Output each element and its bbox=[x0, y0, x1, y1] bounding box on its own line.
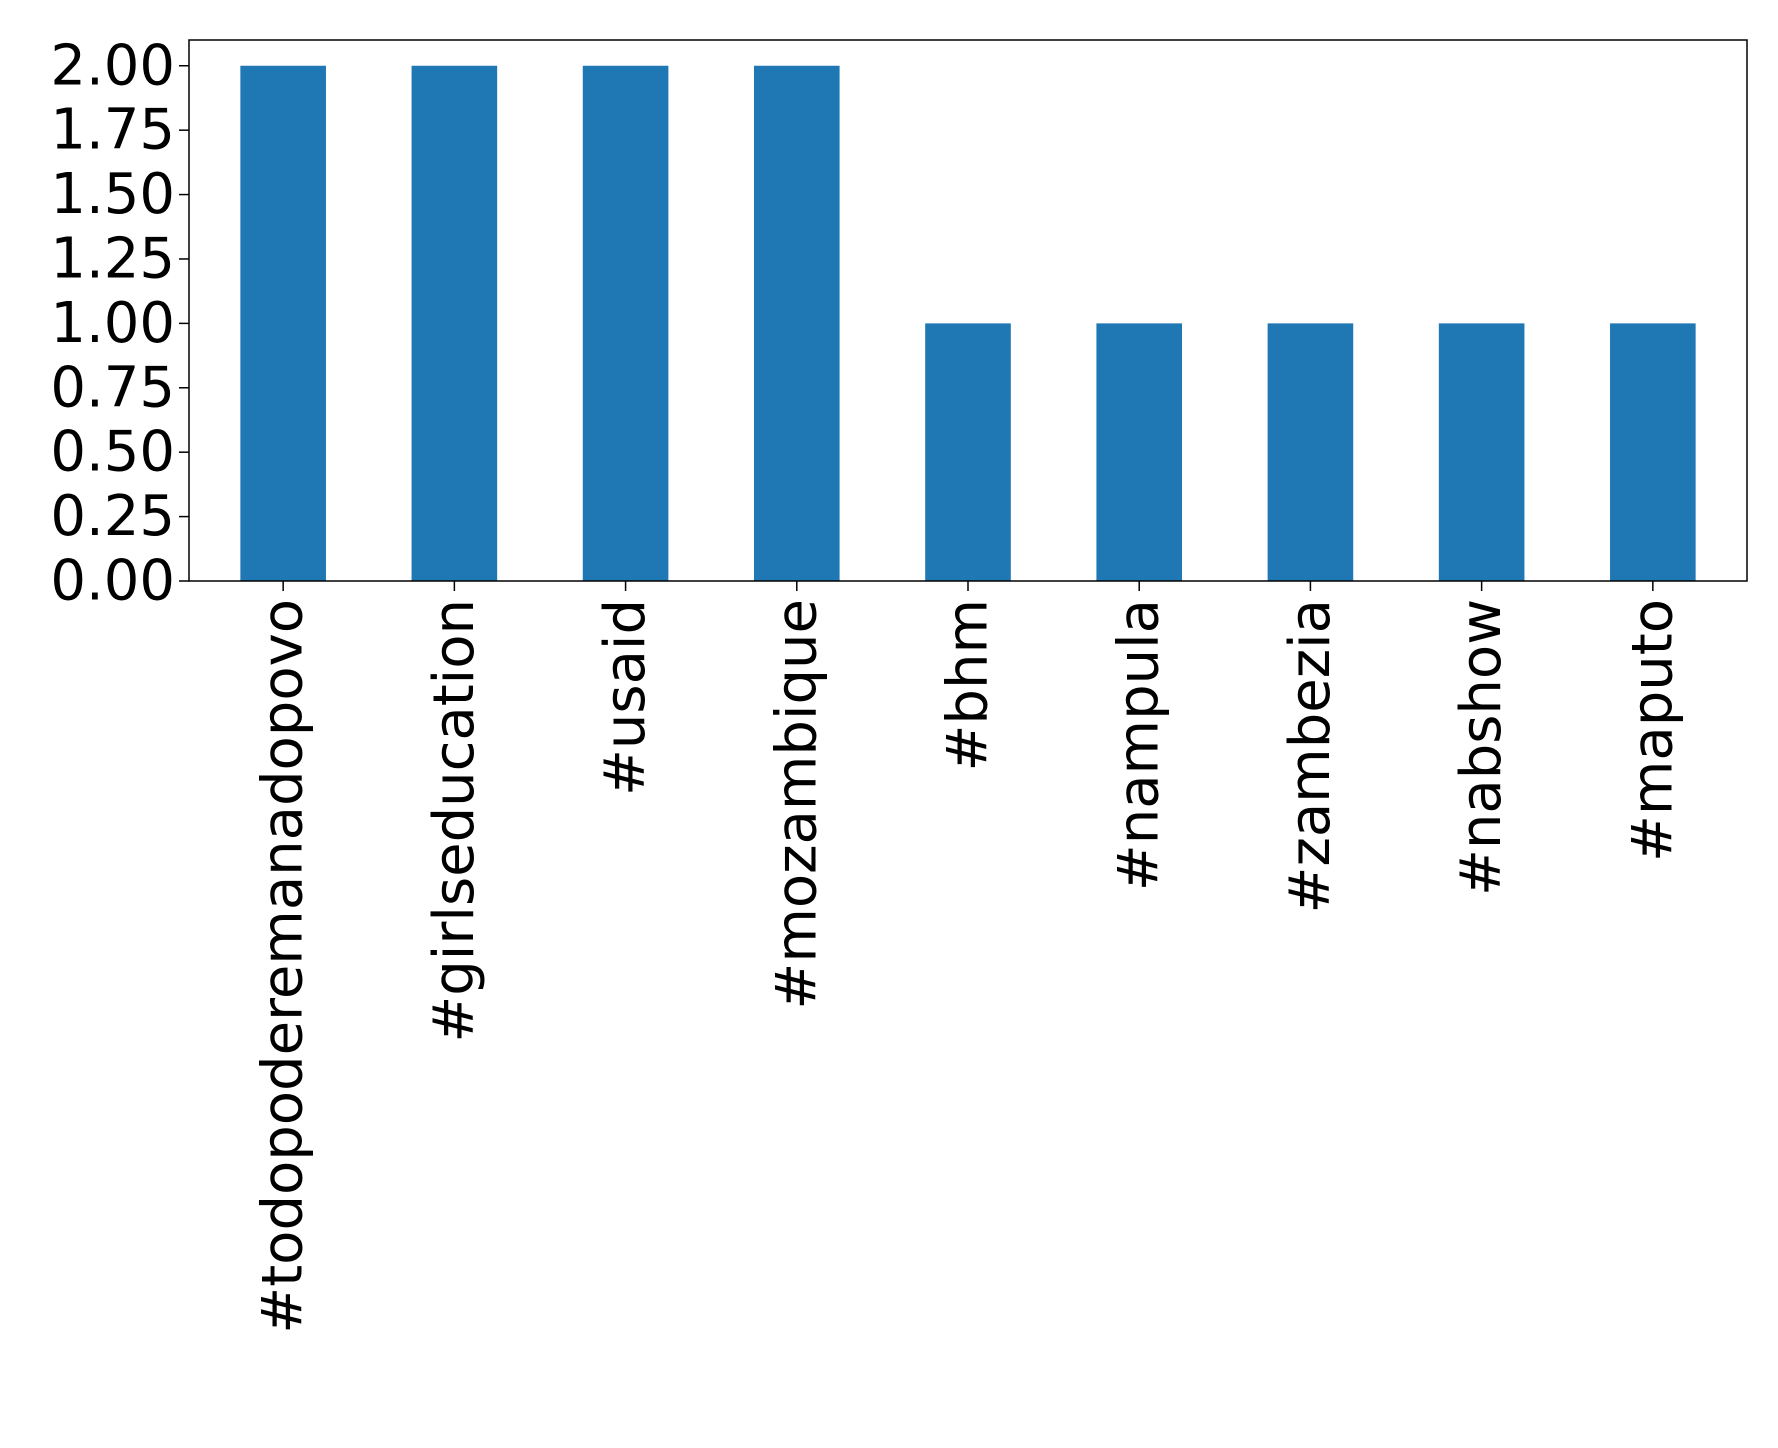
y-tick-label: 1.25 bbox=[50, 226, 175, 291]
x-tick-label: #girlseducation bbox=[422, 599, 487, 1043]
bar-usaid bbox=[582, 65, 669, 581]
x-tick-label: #zambezia bbox=[1278, 599, 1343, 913]
y-tick-label: 1.75 bbox=[50, 98, 175, 163]
x-tick-label: #mozambique bbox=[764, 599, 829, 1010]
y-tick-label: 2.00 bbox=[50, 33, 175, 98]
y-tick-label: 0.50 bbox=[50, 420, 175, 485]
bar-nabshow bbox=[1438, 323, 1525, 581]
bar-zambezia bbox=[1267, 323, 1354, 581]
x-tick-label: #bhm bbox=[936, 599, 1001, 772]
y-tick-label: 0.00 bbox=[50, 549, 175, 614]
bar-mozambique bbox=[753, 65, 840, 581]
bar-todopoderemanadopovo bbox=[240, 65, 326, 581]
bar-maputo bbox=[1610, 323, 1696, 581]
x-tick-label: #maputo bbox=[1620, 599, 1685, 862]
y-tick-label: 1.00 bbox=[50, 291, 175, 356]
y-tick-label: 0.25 bbox=[50, 484, 175, 549]
bar-bhm bbox=[925, 323, 1011, 581]
x-tick-label: #usaid bbox=[593, 599, 658, 796]
x-axis: #todopoderemanadopovo #girlseducation #usa… bbox=[251, 581, 1685, 1334]
bar-girlseducation bbox=[411, 65, 498, 581]
bar-nampula bbox=[1096, 323, 1183, 581]
y-tick-label: 1.50 bbox=[50, 162, 175, 227]
bars bbox=[240, 65, 1696, 581]
x-tick-label: #nampula bbox=[1107, 599, 1172, 891]
y-axis: 0.000.250.500.751.001.251.501.752.00 bbox=[50, 33, 189, 614]
y-tick-label: 0.75 bbox=[50, 355, 175, 420]
x-tick-label: #nabshow bbox=[1449, 599, 1514, 896]
x-tick-label: #todopoderemanadopovo bbox=[251, 599, 316, 1334]
plot-frame bbox=[188, 39, 1748, 582]
